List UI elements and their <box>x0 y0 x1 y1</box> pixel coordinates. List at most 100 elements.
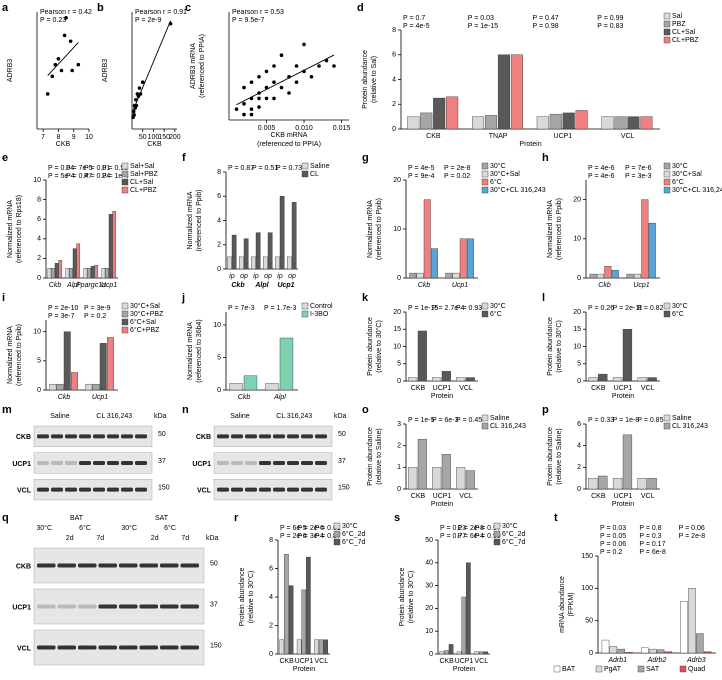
point <box>264 96 269 101</box>
blot-band <box>65 434 77 439</box>
legend-label: 6°C+PBZ <box>130 326 160 334</box>
blot-band <box>273 461 285 465</box>
point <box>272 64 276 68</box>
point <box>249 112 254 117</box>
bar <box>275 256 280 270</box>
p-value: P = 0.77 <box>440 533 466 540</box>
x-tick-label: 8 <box>56 134 60 141</box>
legend-swatch <box>493 538 501 546</box>
legend-swatch <box>481 414 489 422</box>
marker-label: 50 <box>158 431 166 438</box>
x-tick-label: CKB <box>591 385 606 392</box>
point <box>302 42 306 47</box>
blot-band <box>231 487 243 492</box>
p-value: P = 2e-6 <box>280 533 307 540</box>
legend-label: PBZ <box>672 21 686 28</box>
bar <box>664 651 673 654</box>
bar <box>622 434 633 490</box>
blot-band <box>65 487 77 492</box>
bar <box>604 266 612 279</box>
marker-label: 50 <box>338 431 346 438</box>
y-tick-label: 5 <box>577 361 581 368</box>
y-axis-title: Protein abundance <box>239 568 246 627</box>
bar <box>647 477 657 490</box>
blot-band <box>79 434 91 439</box>
p-value: P = 0.24 <box>84 173 110 180</box>
p-value: P = 0.23 <box>440 525 466 532</box>
group-label: Ucp1 <box>277 282 294 289</box>
blot-band <box>160 563 179 568</box>
y-axis-title: (relative to 30°C) <box>375 320 383 373</box>
y-tick-label: 4 <box>392 76 396 83</box>
bar <box>441 454 451 490</box>
p-value: P = 2.7e-4 <box>432 305 464 312</box>
panel-label: l <box>542 292 545 304</box>
y-tick-label: 15 <box>573 326 581 333</box>
bar <box>461 596 467 655</box>
blot-band <box>121 461 133 465</box>
p-value: P = 2e-8 <box>679 533 706 540</box>
blot-band <box>139 645 158 650</box>
x-tick-label: Ckb <box>238 394 251 401</box>
bar <box>279 639 285 655</box>
bar <box>301 589 307 655</box>
legend-swatch <box>663 162 671 170</box>
p-value: P = 1e-5 <box>408 417 435 424</box>
x-tick-label: Ucp1 <box>452 282 468 289</box>
legend-label: 30°C <box>490 302 506 310</box>
y-tick-label: 0 <box>577 486 581 493</box>
bar <box>445 272 453 279</box>
bar <box>56 383 64 391</box>
p-value: P = 1e-4 <box>102 173 129 180</box>
blot-band <box>217 461 229 465</box>
point <box>45 92 50 96</box>
y-tick-label: 20 <box>573 196 581 203</box>
point <box>264 69 269 74</box>
p-value: P = 0.98 <box>533 23 559 30</box>
x-tick-label: op <box>240 273 248 280</box>
bar <box>306 556 311 655</box>
bar <box>448 644 454 655</box>
blot-band <box>301 461 313 465</box>
bar <box>696 633 704 654</box>
panel-label: j <box>181 292 185 304</box>
panel-label: a <box>2 2 9 14</box>
point <box>257 105 261 109</box>
panel-label: e <box>2 152 8 164</box>
bar <box>47 268 52 279</box>
protein-label: CKB <box>16 563 31 570</box>
y-axis-title: Protein abundance <box>367 317 374 376</box>
blot-band <box>121 434 133 439</box>
blot-band <box>37 434 49 439</box>
bar <box>409 272 417 279</box>
y-axis-title: (referenced to Ppib) <box>376 198 383 260</box>
bar <box>231 234 237 270</box>
x-tick-label: Ckb <box>58 394 71 401</box>
legend-label: 6°C <box>672 178 684 186</box>
bar <box>432 377 442 382</box>
bar <box>484 115 498 130</box>
legend-label: Saline <box>672 415 692 422</box>
legend-label: 30°C <box>672 162 688 170</box>
legend-label: Saline <box>310 163 330 170</box>
p-value: P = 0.17 <box>639 541 665 548</box>
bar <box>637 477 647 490</box>
p-value: P = 0.3 <box>639 533 661 540</box>
blot-band <box>231 461 243 465</box>
legend-swatch <box>333 530 341 538</box>
y-tick-label: 2 <box>217 242 221 249</box>
y-tick-label: 50 <box>425 537 433 544</box>
legend-swatch <box>481 302 489 310</box>
bar <box>589 273 597 279</box>
legend-label: Sal <box>672 13 683 20</box>
y-tick-label: 2 <box>397 443 401 450</box>
y-tick-label: 150 <box>581 553 593 560</box>
bar <box>226 256 232 270</box>
p-value: P = 1.7e-3 <box>264 305 296 312</box>
bar <box>51 268 55 279</box>
bar <box>431 248 438 279</box>
bar <box>265 383 279 391</box>
bar <box>596 273 604 279</box>
panel-label: q <box>2 512 9 524</box>
x-tick-label: ip <box>229 273 235 280</box>
